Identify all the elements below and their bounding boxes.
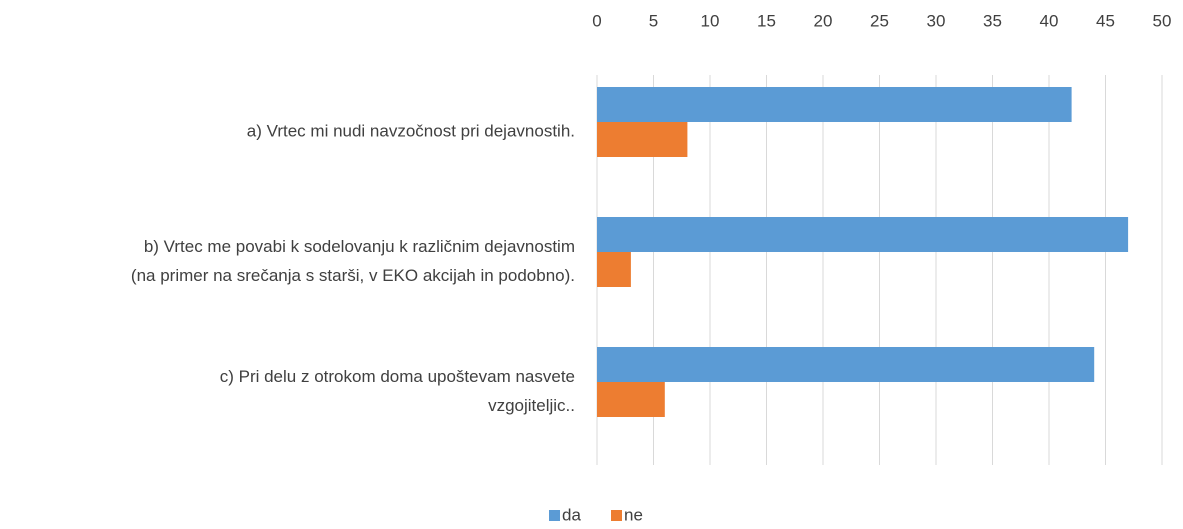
bar — [597, 122, 688, 157]
x-tick-label: 10 — [701, 11, 720, 30]
legend-label: ne — [624, 505, 643, 524]
bar — [597, 382, 665, 417]
x-tick-label: 50 — [1153, 11, 1172, 30]
x-tick-label: 5 — [649, 11, 658, 30]
legend-swatch — [611, 510, 622, 521]
x-tick-label: 15 — [757, 11, 776, 30]
x-tick-label: 20 — [814, 11, 833, 30]
x-tick-label: 25 — [870, 11, 889, 30]
x-tick-label: 0 — [592, 11, 601, 30]
bar — [597, 87, 1072, 122]
x-tick-label: 30 — [927, 11, 946, 30]
bar — [597, 347, 1095, 382]
category-label: a) Vrtec mi nudi navzočnost pri dejavnos… — [247, 121, 575, 140]
x-tick-label: 45 — [1096, 11, 1115, 30]
category-label: c) Pri delu z otrokom doma upoštevam nas… — [220, 367, 575, 386]
category-label: vzgojiteljic.. — [488, 396, 575, 415]
category-label: (na primer na srečanja s starši, v EKO a… — [131, 266, 575, 285]
bar — [597, 252, 631, 287]
legend-swatch — [549, 510, 560, 521]
x-tick-label: 35 — [983, 11, 1002, 30]
category-label: b) Vrtec me povabi k sodelovanju k razli… — [144, 237, 575, 256]
legend-label: da — [562, 505, 581, 524]
x-tick-label: 40 — [1040, 11, 1059, 30]
bar — [597, 217, 1129, 252]
